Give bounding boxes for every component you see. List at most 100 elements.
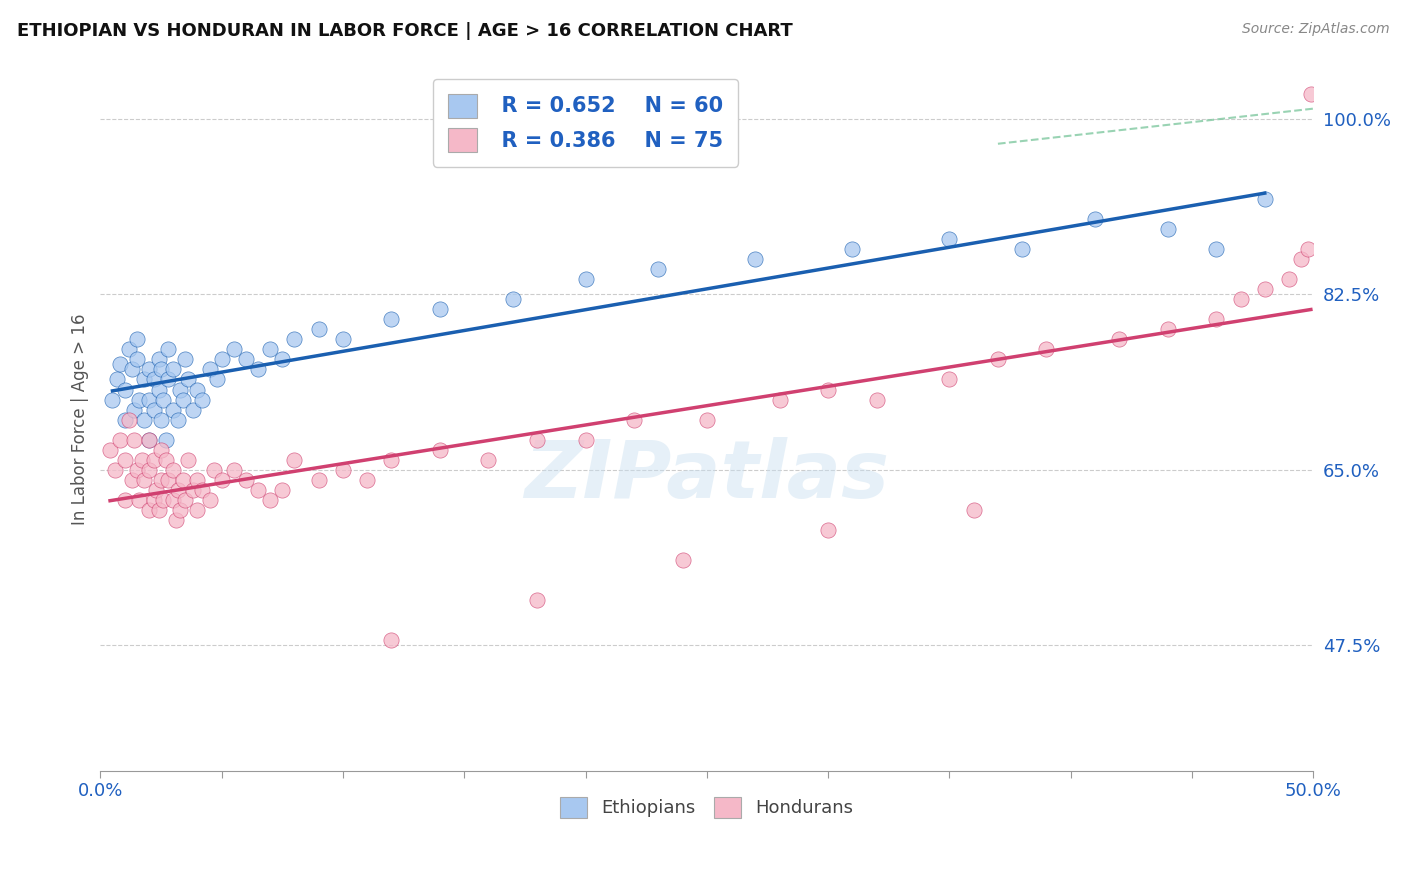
- Point: [152, 492, 174, 507]
- Point: [121, 473, 143, 487]
- Point: [1298, 242, 1320, 256]
- Point: [211, 473, 233, 487]
- Point: [114, 383, 136, 397]
- Point: [176, 452, 198, 467]
- Point: [118, 412, 141, 426]
- Point: [1157, 222, 1180, 236]
- Point: [1254, 282, 1277, 296]
- Point: [198, 362, 221, 376]
- Point: [768, 392, 790, 407]
- Text: Source: ZipAtlas.com: Source: ZipAtlas.com: [1241, 22, 1389, 37]
- Point: [172, 473, 194, 487]
- Point: [191, 483, 214, 497]
- Point: [162, 362, 184, 376]
- Point: [526, 433, 548, 447]
- Point: [138, 362, 160, 376]
- Point: [865, 392, 887, 407]
- Point: [108, 433, 131, 447]
- Point: [817, 383, 839, 397]
- Point: [148, 352, 170, 367]
- Point: [150, 412, 173, 426]
- Point: [142, 492, 165, 507]
- Point: [574, 433, 596, 447]
- Point: [138, 503, 160, 517]
- Point: [259, 492, 281, 507]
- Point: [162, 492, 184, 507]
- Point: [150, 473, 173, 487]
- Point: [1254, 192, 1277, 206]
- Point: [152, 392, 174, 407]
- Point: [138, 433, 160, 447]
- Point: [308, 322, 330, 336]
- Point: [247, 362, 270, 376]
- Point: [332, 463, 354, 477]
- Text: ETHIOPIAN VS HONDURAN IN LABOR FORCE | AGE > 16 CORRELATION CHART: ETHIOPIAN VS HONDURAN IN LABOR FORCE | A…: [17, 22, 793, 40]
- Point: [283, 332, 305, 346]
- Point: [101, 392, 124, 407]
- Point: [124, 433, 146, 447]
- Point: [235, 473, 257, 487]
- Point: [132, 372, 155, 386]
- Point: [1289, 252, 1312, 266]
- Point: [181, 402, 204, 417]
- Point: [128, 392, 150, 407]
- Point: [186, 473, 208, 487]
- Point: [1035, 343, 1057, 357]
- Point: [104, 463, 127, 477]
- Point: [744, 252, 766, 266]
- Point: [157, 372, 180, 386]
- Point: [198, 492, 221, 507]
- Point: [332, 332, 354, 346]
- Point: [142, 372, 165, 386]
- Point: [186, 503, 208, 517]
- Point: [132, 473, 155, 487]
- Point: [1157, 322, 1180, 336]
- Point: [222, 463, 245, 477]
- Point: [1011, 242, 1033, 256]
- Point: [165, 513, 187, 527]
- Point: [174, 492, 197, 507]
- Point: [235, 352, 257, 367]
- Point: [148, 383, 170, 397]
- Point: [1278, 272, 1301, 286]
- Point: [222, 343, 245, 357]
- Point: [167, 483, 190, 497]
- Point: [987, 352, 1010, 367]
- Point: [186, 383, 208, 397]
- Point: [380, 312, 402, 326]
- Point: [247, 483, 270, 497]
- Point: [118, 343, 141, 357]
- Y-axis label: In Labor Force | Age > 16: In Labor Force | Age > 16: [72, 314, 89, 525]
- Point: [429, 302, 451, 317]
- Point: [125, 463, 148, 477]
- Legend: Ethiopians, Hondurans: Ethiopians, Hondurans: [553, 789, 860, 825]
- Point: [938, 372, 960, 386]
- Point: [211, 352, 233, 367]
- Point: [271, 483, 294, 497]
- Point: [623, 412, 645, 426]
- Point: [574, 272, 596, 286]
- Point: [477, 452, 499, 467]
- Point: [205, 372, 228, 386]
- Point: [114, 412, 136, 426]
- Point: [1229, 292, 1251, 306]
- Point: [1108, 332, 1130, 346]
- Point: [671, 553, 693, 567]
- Point: [132, 412, 155, 426]
- Point: [191, 392, 214, 407]
- Point: [963, 503, 986, 517]
- Point: [938, 232, 960, 246]
- Point: [155, 452, 177, 467]
- Point: [841, 242, 863, 256]
- Point: [114, 452, 136, 467]
- Point: [169, 383, 191, 397]
- Point: [145, 483, 167, 497]
- Point: [181, 483, 204, 497]
- Point: [148, 503, 170, 517]
- Point: [157, 473, 180, 487]
- Point: [429, 442, 451, 457]
- Point: [817, 523, 839, 537]
- Point: [162, 463, 184, 477]
- Point: [1299, 87, 1322, 101]
- Point: [176, 372, 198, 386]
